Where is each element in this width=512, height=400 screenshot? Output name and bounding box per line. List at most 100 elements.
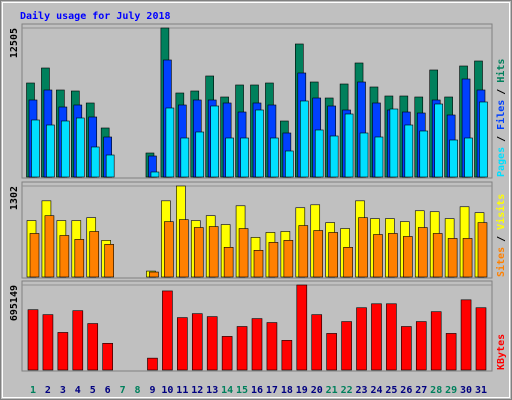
x-tick-label: 5 (90, 385, 96, 396)
legend-entry: Pages (496, 147, 507, 177)
bar (89, 231, 100, 278)
bar (359, 132, 369, 178)
bar (191, 313, 203, 371)
bar (268, 242, 279, 278)
bar (386, 303, 397, 371)
bar (223, 246, 234, 278)
x-tick-label: 17 (266, 385, 278, 396)
bar (206, 316, 218, 371)
bar (76, 117, 85, 178)
x-tick-label: 22 (341, 385, 353, 396)
bar (225, 137, 234, 178)
bar (358, 217, 368, 278)
bar (475, 307, 487, 371)
x-tick-label: 19 (296, 385, 308, 396)
x-tick-label: 20 (311, 385, 323, 396)
x-tick-label: 14 (221, 385, 233, 396)
legend: Pages / Files / Hits (495, 59, 507, 177)
bar (373, 234, 383, 278)
bar (270, 137, 279, 178)
bar (388, 233, 398, 278)
chart-title: Daily usage for July 2018 (20, 10, 171, 22)
bar (403, 236, 413, 278)
x-tick-label: 8 (135, 385, 141, 396)
bar (221, 336, 233, 371)
bar (314, 129, 324, 178)
bar (449, 139, 458, 178)
bar (283, 240, 294, 278)
x-tick-label: 6 (105, 385, 111, 396)
bar (445, 333, 457, 371)
bar (311, 314, 323, 371)
legend-entry: Visits (495, 194, 507, 230)
bar (285, 150, 294, 178)
legend-entry: KBytes (496, 334, 507, 370)
bar (236, 326, 248, 371)
y-tick-label: 695149 (9, 285, 20, 321)
x-tick-label: 25 (385, 385, 397, 396)
bar (177, 317, 188, 371)
bar (266, 322, 278, 371)
x-tick-label: 9 (149, 385, 155, 396)
y-tick-label: 12505 (9, 28, 20, 58)
bar (164, 221, 174, 278)
bar (253, 250, 264, 278)
x-tick-label: 21 (326, 385, 338, 396)
bar (415, 321, 427, 371)
legend-separator: / (496, 89, 507, 95)
legend-entry: Hits (495, 59, 507, 83)
bar (432, 233, 443, 278)
bar (59, 235, 70, 278)
x-tick-label: 30 (460, 385, 472, 396)
bar (165, 107, 175, 178)
bar (477, 222, 488, 278)
bar (329, 135, 339, 178)
legend-entry: Files (495, 100, 507, 130)
x-tick-label: 31 (475, 385, 487, 396)
y-tick-label: 1302 (9, 186, 20, 210)
bar (72, 310, 84, 371)
x-tick-label: 1 (30, 385, 36, 396)
bar (299, 100, 309, 178)
x-tick-label: 23 (356, 385, 368, 396)
legend-separator: / (496, 136, 507, 142)
x-tick-label: 4 (75, 385, 81, 396)
bar (29, 233, 40, 278)
bar (344, 113, 354, 178)
x-tick-label: 28 (430, 385, 442, 396)
bar (430, 311, 442, 371)
x-tick-label: 16 (251, 385, 263, 396)
legend: Sites / Visits (495, 194, 507, 277)
bar (162, 290, 173, 371)
bar (195, 131, 205, 178)
bar (401, 326, 412, 371)
bar (87, 323, 99, 371)
bar (460, 299, 472, 371)
bar (374, 136, 384, 178)
bar (105, 154, 115, 178)
bar (240, 137, 249, 178)
bar (210, 105, 219, 178)
bar (328, 232, 338, 278)
bar (313, 230, 324, 278)
x-tick-label: 10 (161, 385, 173, 396)
bar (193, 227, 204, 278)
x-tick-label: 29 (445, 385, 457, 396)
bar (31, 119, 40, 178)
bar (341, 321, 352, 371)
x-tick-label: 27 (415, 385, 427, 396)
legend: KBytes (496, 334, 507, 370)
legend-entry: Sites (495, 247, 507, 277)
bar (149, 271, 159, 278)
x-tick-label: 18 (281, 385, 293, 396)
bar (180, 137, 190, 178)
bar (462, 238, 473, 278)
bar (208, 226, 219, 278)
x-tick-label: 24 (370, 385, 382, 396)
bar (281, 340, 293, 371)
bar (57, 332, 69, 371)
bar (343, 246, 353, 278)
bar (147, 357, 158, 371)
bar (27, 309, 39, 371)
